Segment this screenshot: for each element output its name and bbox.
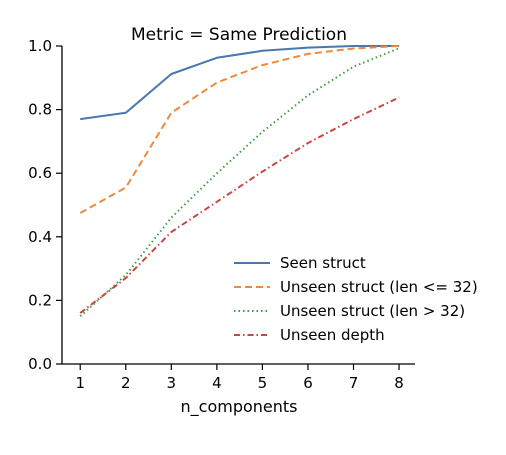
y-tick-label: 0.0 [28, 355, 52, 373]
series-line-2 [79, 45, 400, 214]
x-tick-label: 1 [75, 374, 85, 392]
x-tick-label: 3 [167, 374, 177, 392]
legend-label-3: Unseen struct (len > 32) [280, 302, 465, 320]
chart-title: Metric = Same Prediction [131, 25, 347, 45]
x-tick-label: 5 [258, 374, 268, 392]
series-line-4 [79, 96, 400, 314]
legend-label-4: Unseen depth [280, 326, 385, 344]
x-axis-label: n_components [181, 397, 298, 417]
series-layer [79, 45, 400, 318]
y-tick-label: 0.6 [28, 164, 52, 182]
x-tick-label: 4 [212, 374, 222, 392]
x-tick-label: 8 [394, 374, 404, 392]
legend: Seen struct Unseen struct (len <= 32) Unse… [234, 254, 478, 344]
x-tick-label: 7 [349, 374, 359, 392]
legend-label-2: Unseen struct (len <= 32) [280, 278, 478, 296]
x-tick-label: 2 [121, 374, 131, 392]
y-tick-label: 0.8 [28, 101, 52, 119]
y-tick-label: 0.2 [28, 291, 52, 309]
y-tick-label: 1.0 [28, 37, 52, 55]
legend-label-1: Seen struct [280, 254, 366, 272]
x-tick-label: 6 [303, 374, 313, 392]
axes: 1 2 3 4 5 6 7 8 0.0 0.2 0.4 0.6 0.8 1.0 [28, 37, 415, 392]
series-line-1 [80, 45, 400, 121]
y-tick-label: 0.4 [28, 228, 52, 246]
